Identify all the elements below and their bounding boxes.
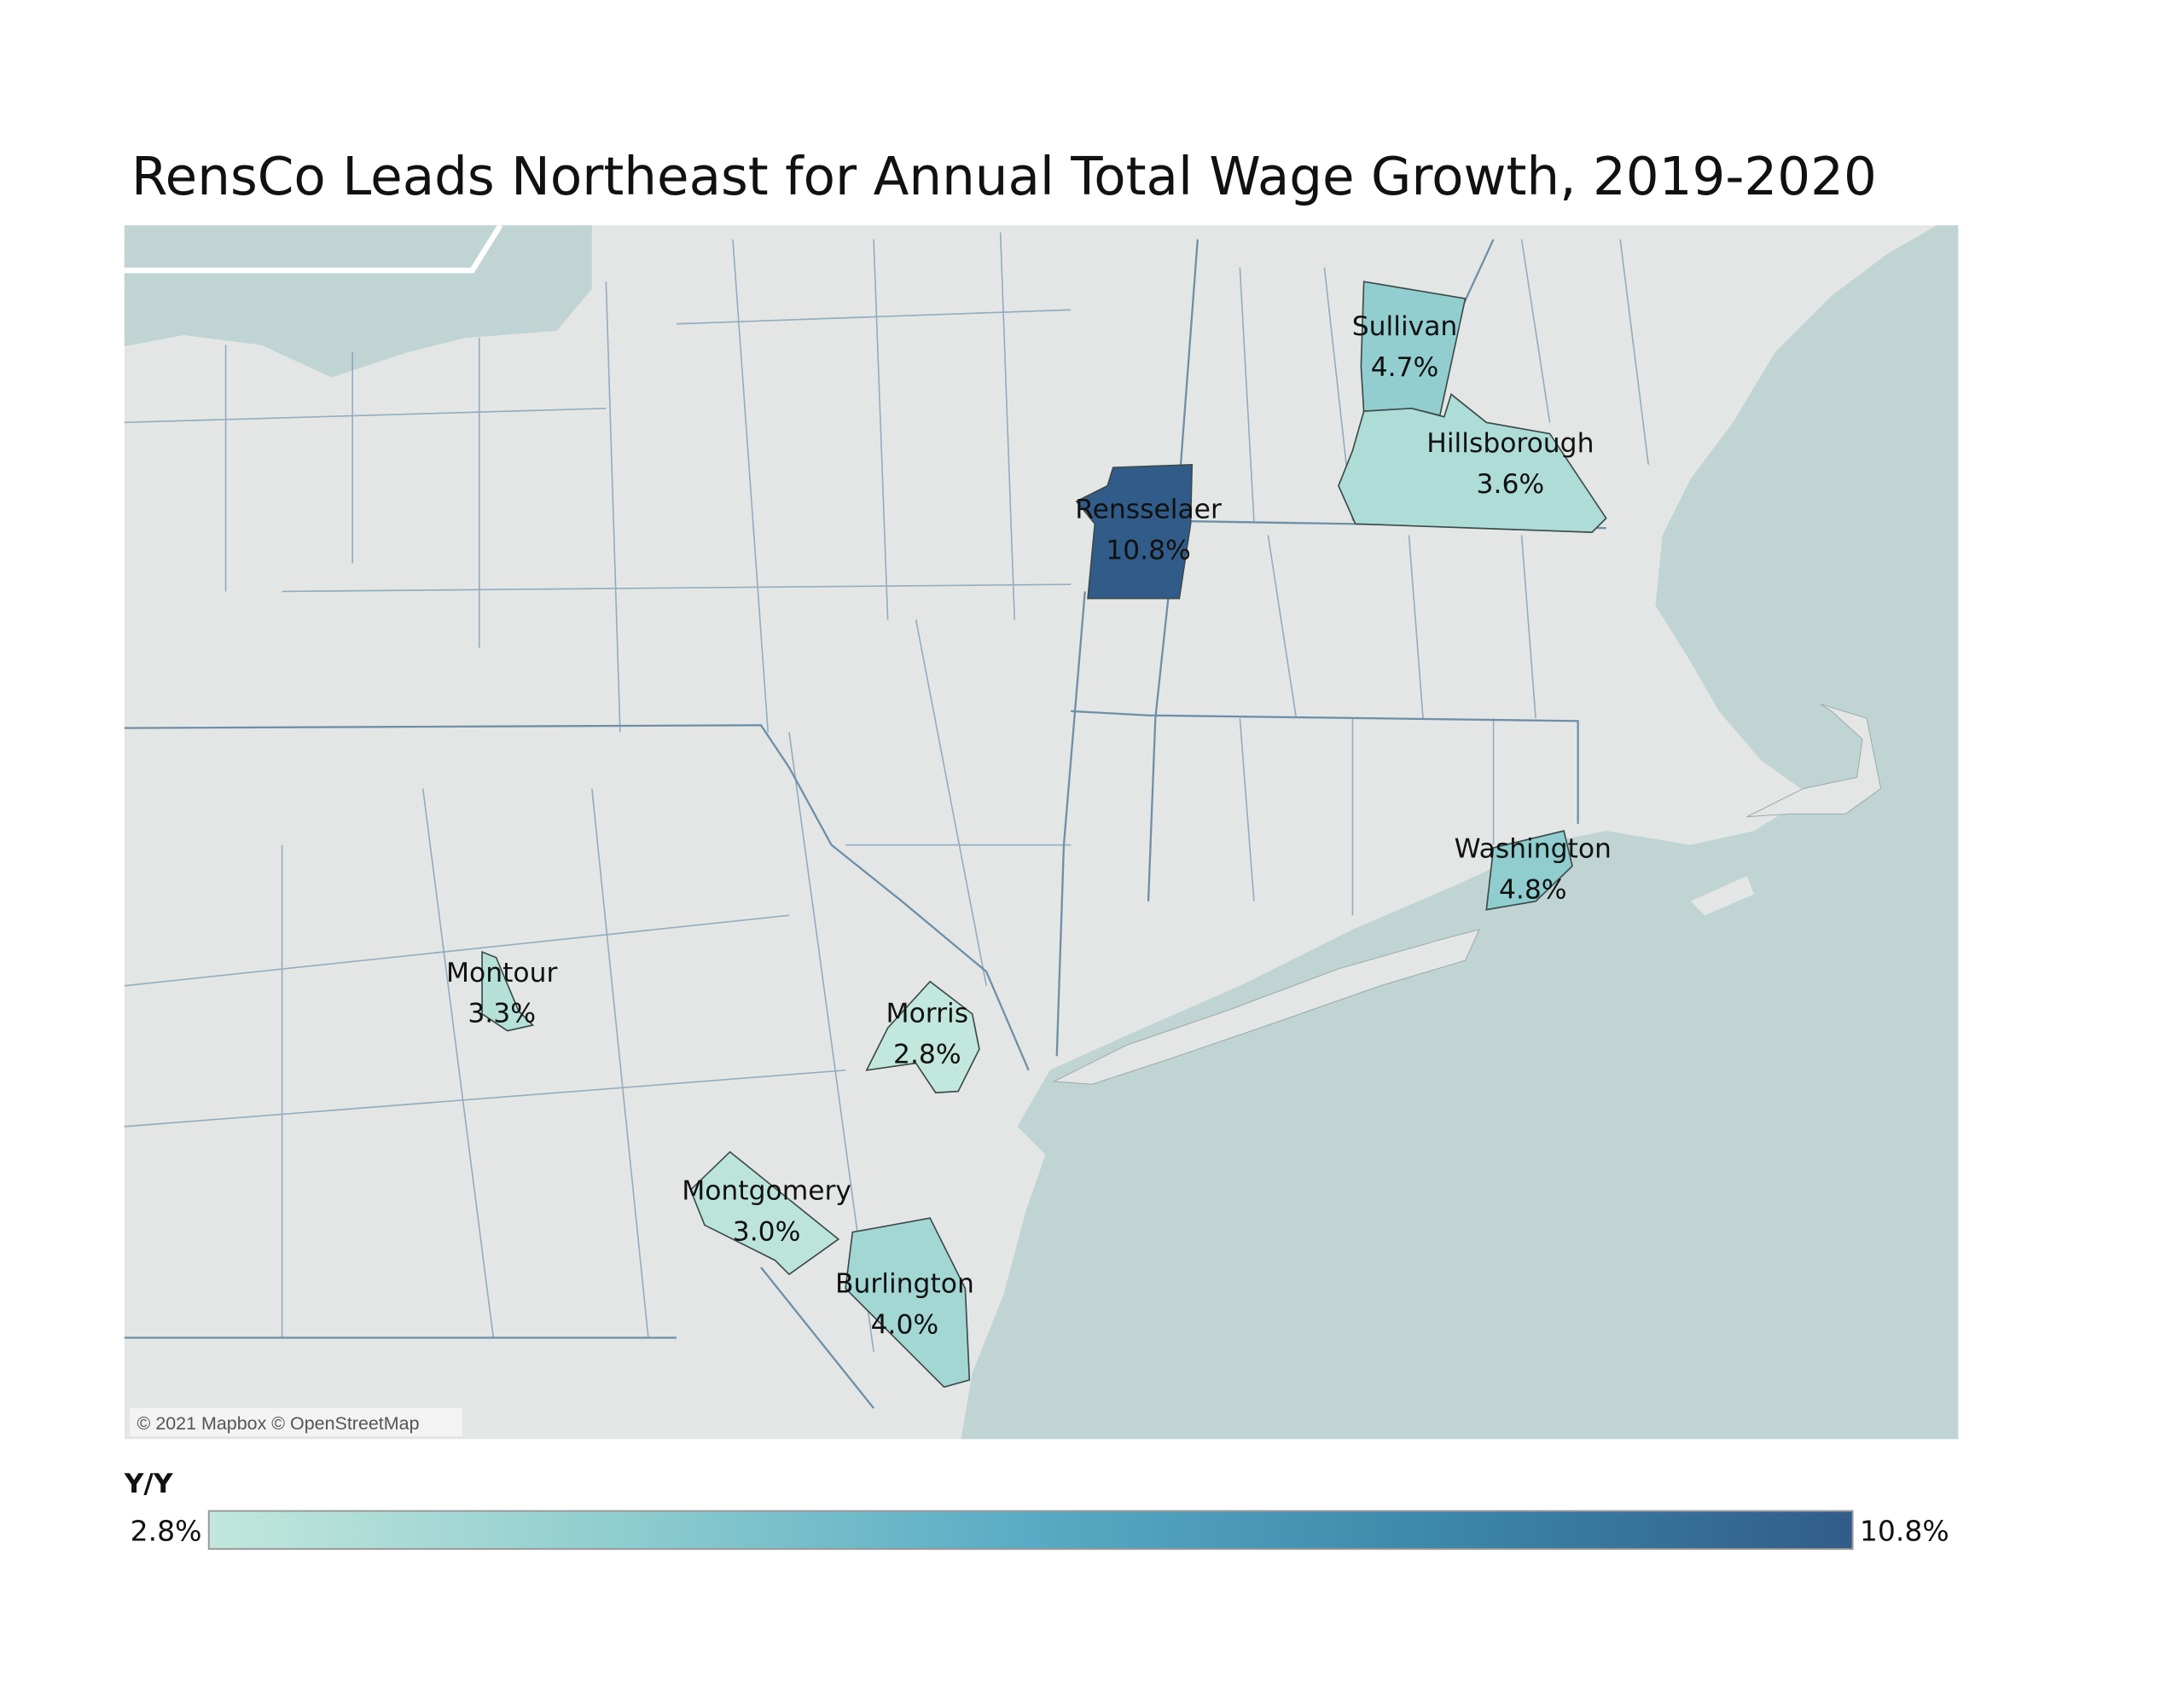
county-value-washington: 4.8% [1499, 874, 1567, 905]
county-name-sullivan: Sullivan [1352, 311, 1458, 342]
county-name-washington: Washington [1455, 834, 1612, 865]
county-name-montgomery: Montgomery [682, 1176, 851, 1207]
county-name-morris: Morris [886, 999, 969, 1029]
county-morris[interactable] [865, 980, 980, 1094]
county-value-montour: 3.3% [468, 999, 536, 1029]
map[interactable]: Rensselaer 10.8% Sullivan 4.7% Hillsborough 3… [124, 225, 1959, 1440]
long-island [1052, 928, 1480, 1085]
attribution-box [130, 1408, 462, 1437]
legend-max-label: 10.8% [1860, 1514, 1949, 1547]
marthas-vineyard [1690, 875, 1755, 916]
lake-shore-line [124, 225, 503, 274]
county-rensselaer[interactable] [1075, 464, 1194, 600]
county-washington[interactable] [1485, 830, 1573, 911]
county-value-montgomery: 3.0% [733, 1217, 801, 1248]
county-name-rensselaer: Rensselaer [1075, 495, 1222, 525]
county-value-burlington: 4.0% [871, 1310, 939, 1341]
county-value-morris: 2.8% [893, 1040, 961, 1070]
legend-title: Y/Y [124, 1469, 174, 1499]
counties [481, 281, 1607, 1388]
map-attribution[interactable]: © 2021 Mapbox © OpenStreetMap [137, 1413, 420, 1434]
color-legend: Y/Y 2.8% 10.8% [124, 1469, 1949, 1551]
legend-min-label: 2.8% [131, 1514, 202, 1547]
legend-gradient-bar [207, 1510, 1854, 1551]
cape-cod [1746, 704, 1882, 818]
county-name-hillsborough: Hillsborough [1426, 428, 1594, 459]
county-value-sullivan: 4.7% [1371, 352, 1439, 383]
county-name-montour: Montour [446, 958, 557, 988]
county-montour[interactable] [481, 950, 535, 1032]
atlantic-ocean [961, 225, 1959, 1440]
county-labels: Rensselaer 10.8% Sullivan 4.7% Hillsborough 3… [446, 311, 1612, 1341]
county-name-burlington: Burlington [835, 1269, 974, 1300]
county-burlington[interactable] [845, 1217, 971, 1388]
county-montgomery[interactable] [689, 1151, 840, 1276]
county-value-hillsborough: 3.6% [1477, 469, 1545, 500]
county-value-rensselaer: 10.8% [1106, 535, 1191, 565]
county-hillsborough[interactable] [1338, 392, 1607, 533]
chart-title: RensCo Leads Northeast for Annual Total … [131, 147, 1877, 207]
